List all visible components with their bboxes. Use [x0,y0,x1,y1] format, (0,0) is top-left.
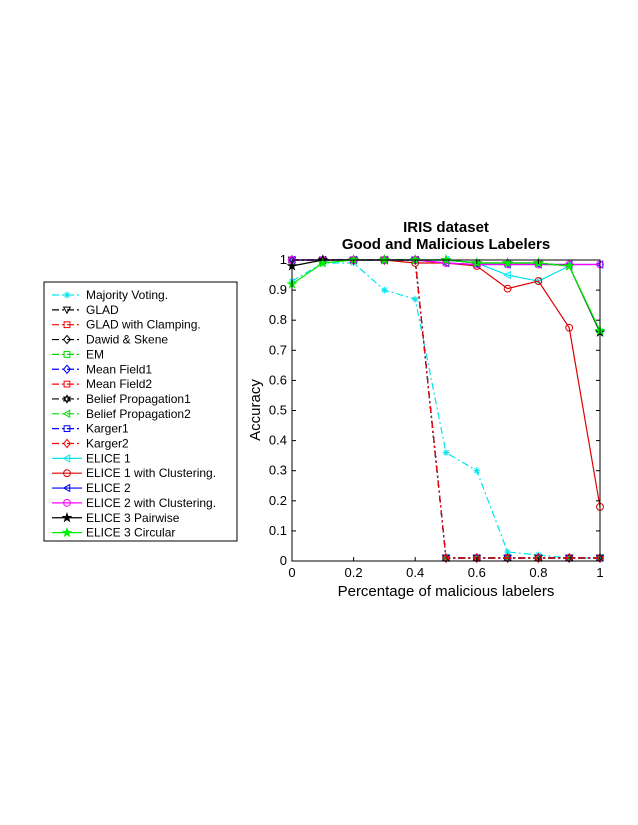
data-point [595,553,605,563]
y-tick-label: 0.6 [269,372,287,387]
data-point [441,553,451,563]
plot-area [292,260,600,561]
legend-item: Karger1 [52,422,129,436]
legend-label: Dawid & Skene [86,333,168,347]
data-point [503,284,512,293]
legend-marker [63,351,71,358]
legend-item: Majority Voting. [52,288,168,302]
legend-item: ELICE 2 with Clustering. [52,496,216,510]
legend-marker [61,526,73,538]
axes-layer: 0 0.1 0.2 0.3 0.4 0.5 0.6 0.7 0.8 0.9 1 0 0.2 0.4 0.6 0… [269,252,604,580]
legend-label: Mean Field1 [86,362,152,376]
legend-item: ELICE 1 [52,451,131,465]
x-axis-label: Percentage of malicious labelers [338,583,555,600]
legend-label: ELICE 3 Circular [86,526,175,540]
y-tick-label: 0.9 [269,282,287,297]
legend-box [43,281,238,542]
legend-label: Karger1 [86,422,129,436]
legend-marker-part [62,394,72,402]
chart-title-group: IRIS dataset Good and Malicious Labelers [342,219,550,253]
data-point [534,277,543,285]
y-tick-label: 0.1 [269,523,287,538]
x-tick-label: 1 [596,565,603,580]
y-tick-label: 0.2 [269,493,287,508]
data-point [503,270,511,280]
x-tick-label: 0.4 [406,565,424,580]
legend-marker [63,469,71,478]
x-tick-label: 0 [288,565,295,580]
data-point [317,257,329,268]
legend-marker [62,334,72,345]
chart-subtitle: Good and Malicious Labelers [342,236,550,253]
data-point [504,548,511,556]
legend-label: Karger2 [86,437,129,451]
legend-item: EM [52,347,104,361]
legend-label: GLAD with Clamping. [86,318,201,332]
chart-title: IRIS dataset [403,219,489,236]
data-point [502,257,514,268]
data-point [565,553,574,563]
data-point [563,260,575,271]
legend-item: Belief Propagation2 [52,407,191,421]
legend-marker [63,425,71,433]
legend-marker [62,409,71,419]
legend-label: ELICE 2 [86,481,131,495]
y-tick-label: 0.8 [269,312,287,327]
legend-marker [62,454,71,463]
legend-marker [62,438,72,449]
data-point [411,295,419,303]
data-point [473,467,481,475]
y-tick-label: 0.7 [269,342,287,357]
legend-marker [61,512,73,523]
legend-marker [63,499,71,507]
legend-marker [62,306,72,315]
y-tick-label: 0.5 [269,403,287,418]
legend-label: Belief Propagation1 [86,392,191,406]
data-point [381,286,388,294]
legend-marker [63,380,71,388]
data-point [503,553,512,563]
legend-label: EM [86,347,104,361]
legend-item: ELICE 1 with Clustering. [52,466,216,480]
legend-marker [62,483,71,493]
data-point [534,553,543,563]
legend-item: GLAD [52,303,119,317]
legend-label: ELICE 1 with Clustering. [86,466,216,480]
x-tick-label: 0.6 [468,565,486,580]
y-axis-label: Accuracy [247,379,264,441]
data-point [442,449,450,457]
legend-marker [62,364,72,375]
y-tick-label: 0.4 [269,433,287,448]
legend-marker [62,394,72,404]
legend-label: ELICE 3 Pairwise [86,511,180,525]
legend-label: GLAD [86,303,119,317]
legend-marker-part [62,396,72,404]
legend-item: ELICE 3 Pairwise [52,511,180,525]
legend-label: ELICE 1 [86,451,131,465]
y-tick-label: 0 [280,553,287,568]
legend-item: Mean Field1 [52,362,152,376]
y-tick-label: 1 [280,252,287,267]
legend-marker [63,321,71,329]
legend-item: ELICE 3 Circular [52,526,175,540]
data-point [565,323,574,332]
x-tick-label: 0.8 [529,565,547,580]
legend-label: ELICE 2 with Clustering. [86,496,216,510]
x-tick-label: 0.2 [345,565,363,580]
legend-item: GLAD with Clamping. [52,318,201,332]
legend-item: Mean Field2 [52,377,152,391]
legend-label: Belief Propagation2 [86,407,191,421]
y-tick-label: 0.3 [269,463,287,478]
legend-item: Karger2 [52,437,129,451]
data-point [472,553,481,563]
legend-label: Mean Field2 [86,377,152,391]
legend-marker [63,291,71,299]
legend-item: ELICE 2 [52,481,131,495]
data-point [533,276,542,286]
legend-label: Majority Voting. [86,288,168,302]
legend-item: Belief Propagation1 [52,392,191,406]
legend-item: Dawid & Skene [52,333,168,347]
